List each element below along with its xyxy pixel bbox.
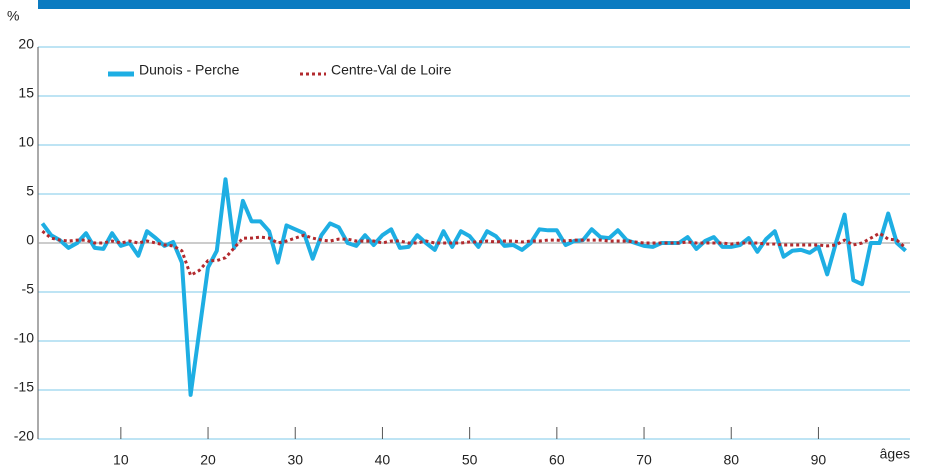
- y-tick-label: 0: [26, 232, 34, 248]
- series-line: [40, 177, 907, 397]
- header-band: [38, 0, 910, 9]
- y-tick-label: -5: [22, 281, 35, 297]
- x-tick-label: 70: [636, 452, 652, 468]
- y-axis-label: %: [7, 8, 19, 24]
- y-tick-label: 20: [18, 36, 34, 52]
- y-tick-label: 10: [18, 134, 34, 150]
- x-tick-label: 20: [200, 452, 216, 468]
- series-line: [41, 230, 907, 277]
- x-tick-label: 50: [462, 452, 478, 468]
- legend-label: Centre-Val de Loire: [331, 62, 452, 78]
- x-tick-label: 30: [287, 452, 303, 468]
- x-tick-label: 80: [723, 452, 739, 468]
- x-axis-label: âges: [880, 446, 910, 462]
- y-tick-label: -20: [14, 428, 34, 444]
- x-tick-label: 90: [811, 452, 827, 468]
- x-tick-label: 10: [113, 452, 129, 468]
- x-tick-label: 60: [549, 452, 565, 468]
- x-tick-label: 40: [375, 452, 391, 468]
- y-tick-label: -15: [14, 379, 34, 395]
- y-tick-label: 5: [26, 183, 34, 199]
- legend-label: Dunois - Perche: [139, 62, 240, 78]
- y-tick-label: -10: [14, 330, 34, 346]
- y-tick-label: 15: [18, 85, 34, 101]
